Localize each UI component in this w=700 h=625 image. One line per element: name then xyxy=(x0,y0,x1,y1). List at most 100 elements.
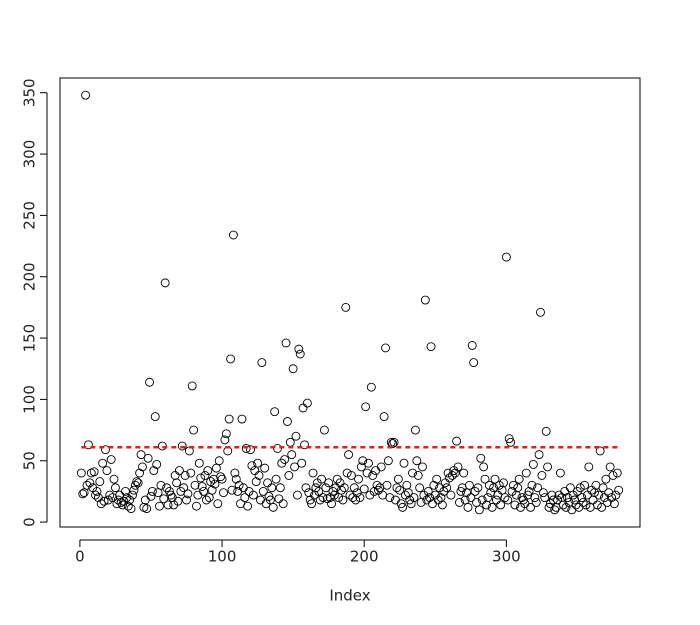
point xyxy=(199,486,209,496)
point xyxy=(224,414,234,424)
point xyxy=(362,468,372,478)
point xyxy=(612,468,622,478)
point xyxy=(81,90,91,100)
point xyxy=(152,459,162,469)
point xyxy=(469,358,479,368)
point xyxy=(187,381,197,391)
point xyxy=(214,456,224,466)
point xyxy=(412,456,422,466)
point xyxy=(211,463,221,473)
point xyxy=(392,483,402,493)
point xyxy=(180,471,190,480)
point xyxy=(497,485,507,495)
point xyxy=(409,493,419,503)
point xyxy=(452,436,462,446)
point xyxy=(268,502,278,512)
point xyxy=(324,478,334,488)
point xyxy=(142,504,152,514)
point xyxy=(110,483,120,493)
point xyxy=(271,474,281,484)
point xyxy=(503,495,513,505)
y-tick-label: 150 xyxy=(21,324,39,353)
point xyxy=(533,483,543,493)
point xyxy=(230,468,240,478)
y-tick-label: 200 xyxy=(21,262,39,291)
point xyxy=(500,493,510,503)
point xyxy=(327,499,336,509)
point xyxy=(385,493,395,503)
point xyxy=(341,302,351,312)
point xyxy=(240,493,250,503)
point xyxy=(109,474,119,484)
point xyxy=(307,499,317,509)
point xyxy=(342,468,352,478)
point xyxy=(592,500,602,510)
point xyxy=(410,425,420,435)
point xyxy=(166,490,176,500)
point xyxy=(557,493,567,503)
point xyxy=(445,473,454,483)
point xyxy=(423,486,433,496)
point xyxy=(358,456,368,466)
point xyxy=(194,458,204,468)
point xyxy=(359,484,369,494)
point xyxy=(253,458,263,468)
point xyxy=(496,500,506,510)
point xyxy=(464,480,474,490)
point xyxy=(300,440,309,450)
point xyxy=(590,488,599,498)
point xyxy=(120,486,130,496)
point xyxy=(473,483,483,493)
point xyxy=(258,486,268,496)
point xyxy=(487,502,497,512)
point xyxy=(371,466,381,476)
point xyxy=(125,495,135,505)
point xyxy=(203,466,213,476)
x-tick-label: 100 xyxy=(208,548,237,566)
point xyxy=(482,500,491,510)
point xyxy=(432,474,442,484)
point xyxy=(317,474,327,484)
point xyxy=(275,483,285,493)
point xyxy=(237,414,247,424)
point xyxy=(528,459,538,469)
point xyxy=(294,344,304,354)
point xyxy=(76,468,86,478)
point xyxy=(210,479,220,489)
y-tick-label: 50 xyxy=(21,451,39,470)
point xyxy=(193,490,203,500)
point xyxy=(263,478,272,488)
point xyxy=(122,493,132,503)
point xyxy=(92,486,102,496)
point xyxy=(366,382,376,392)
point xyxy=(344,450,354,460)
point xyxy=(605,462,615,472)
point xyxy=(298,403,308,413)
point xyxy=(302,398,312,408)
point xyxy=(405,495,415,505)
point xyxy=(354,474,363,484)
point xyxy=(159,494,169,504)
point xyxy=(95,477,105,487)
point xyxy=(544,502,554,512)
point xyxy=(241,444,251,453)
point xyxy=(514,474,524,484)
point xyxy=(406,499,416,509)
point xyxy=(504,434,514,444)
point xyxy=(260,463,270,473)
point xyxy=(609,499,619,509)
point xyxy=(463,502,473,512)
point xyxy=(126,504,136,514)
point xyxy=(479,462,489,472)
point xyxy=(315,495,325,505)
point xyxy=(499,478,508,488)
point xyxy=(531,498,541,507)
point xyxy=(598,483,608,493)
point xyxy=(536,307,545,317)
point xyxy=(381,343,390,353)
point xyxy=(103,495,113,505)
point xyxy=(524,486,534,496)
point xyxy=(453,462,463,472)
point xyxy=(443,468,453,478)
point xyxy=(483,493,493,503)
